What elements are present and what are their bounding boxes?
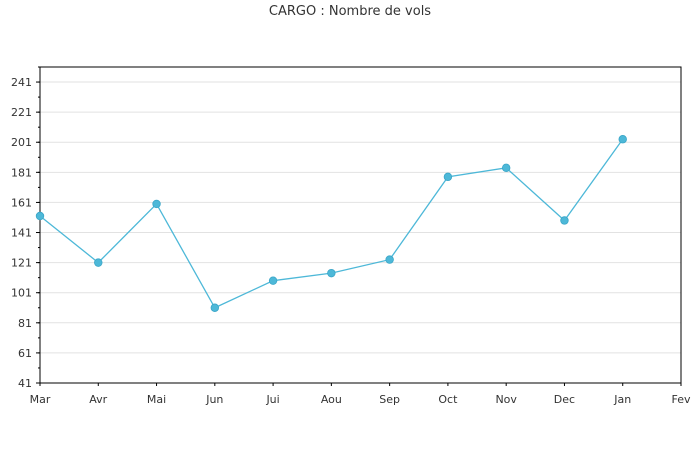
y-tick-label: 181 [11,166,32,179]
y-tick-label: 81 [18,317,32,330]
data-point [618,135,627,144]
series [35,135,627,312]
series-line [39,138,624,309]
x-tick-label: Dec [554,393,575,406]
data-point [327,268,336,278]
x-tick-label: Jui [265,393,279,406]
y-tick-label: 101 [11,287,32,300]
x-tick-label: Oct [438,393,458,406]
y-tick-label: 161 [11,196,32,209]
x-tick-label: Fev [671,393,690,406]
data-point [152,199,161,209]
y-tick-label: 61 [18,347,32,360]
x-tick-label: Aou [321,393,342,406]
grid-lines [40,81,681,354]
plot-frame [39,66,682,384]
y-tick-label: 221 [11,106,32,119]
data-point [443,172,453,182]
data-point [35,211,45,221]
y-tick-label: 141 [11,227,32,240]
x-tick-labels: Mar Avr Mai Jun Jui Aou Sep Oct Nov Dec Jan Fev [30,393,691,406]
data-point [268,276,278,285]
data-point [385,255,394,264]
x-tick-label: Avr [89,393,107,406]
y-tick-label: 121 [11,257,32,270]
x-tick-label: Jan [613,393,631,406]
data-point [210,303,220,312]
x-tick-label: Mar [30,393,51,406]
axes [36,66,682,386]
data-point [94,258,103,267]
y-tick-label: 41 [18,377,32,390]
y-tick-label: 241 [11,76,32,89]
x-tick-label: Jun [205,393,223,406]
x-tick-label: Mai [147,393,166,406]
data-point [501,163,511,173]
x-tick-label: Sep [379,393,400,406]
chart-title: CARGO : Nombre de vols [268,4,432,19]
data-point [560,216,569,225]
x-tick-label: Nov [495,393,517,406]
y-tick-label: 201 [11,136,32,149]
y-tick-labels: 41 61 81 101 121 141 161 181 201 221 241 [11,76,32,390]
